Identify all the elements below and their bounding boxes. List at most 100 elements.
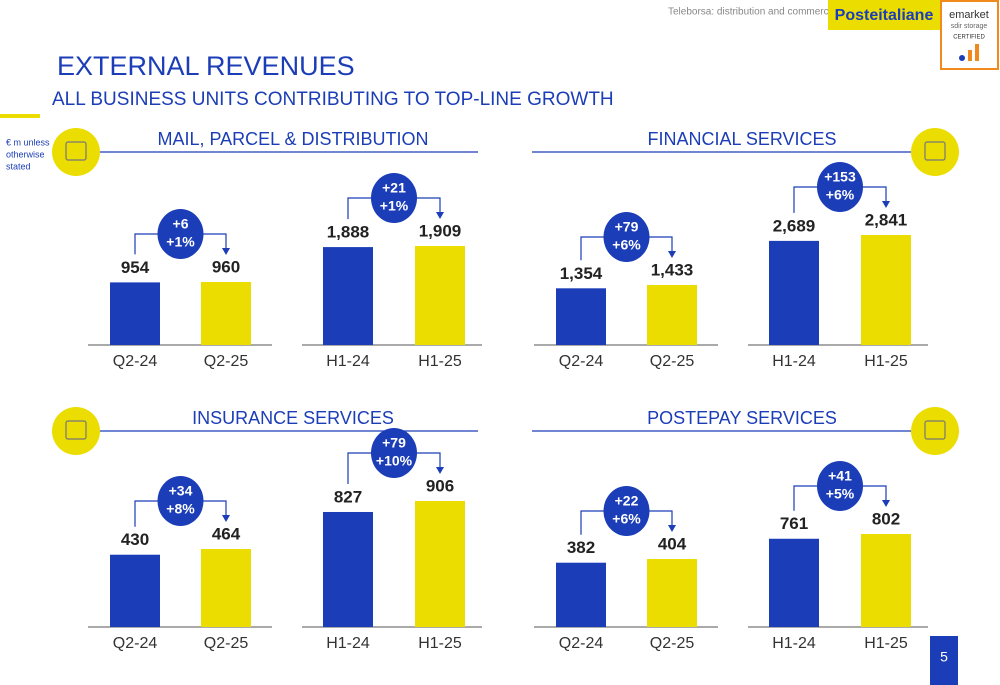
delta-bubble bbox=[817, 162, 863, 212]
section-icon-glyph bbox=[924, 141, 946, 161]
delta-pct: +6% bbox=[612, 237, 641, 253]
bar bbox=[861, 235, 911, 345]
section-icon-glyph bbox=[65, 141, 87, 161]
section-title: INSURANCE SERVICES bbox=[192, 408, 394, 428]
delta-pct: +1% bbox=[380, 198, 409, 214]
x-tick-label: H1-24 bbox=[772, 635, 816, 652]
delta-pct: +1% bbox=[166, 234, 195, 250]
delta-abs: +79 bbox=[382, 435, 406, 451]
value-label: 954 bbox=[121, 258, 150, 277]
arrow-head bbox=[882, 201, 890, 208]
bar bbox=[415, 246, 465, 345]
delta-bubble bbox=[603, 212, 650, 262]
delta-abs: +153 bbox=[824, 169, 856, 185]
delta-abs: +6 bbox=[173, 216, 189, 232]
x-tick-label: H1-24 bbox=[326, 353, 370, 370]
logo: Posteitaliane bbox=[835, 7, 934, 24]
unit-note: € m unless bbox=[6, 137, 50, 147]
section-icon bbox=[52, 128, 100, 176]
bar bbox=[556, 562, 606, 627]
delta-bubble bbox=[603, 486, 650, 536]
x-tick-label: H1-24 bbox=[772, 353, 816, 370]
bar bbox=[769, 538, 819, 627]
bar bbox=[201, 549, 251, 627]
x-tick-label: Q2-24 bbox=[559, 635, 604, 652]
x-tick-label: H1-25 bbox=[864, 635, 908, 652]
section-title: MAIL, PARCEL & DISTRIBUTION bbox=[157, 129, 428, 149]
section-title: POSTEPAY SERVICES bbox=[647, 408, 837, 428]
delta-bubble bbox=[371, 173, 417, 223]
value-label: 2,689 bbox=[773, 216, 816, 235]
value-label: 430 bbox=[121, 530, 149, 549]
badge-text: sdir storage bbox=[951, 23, 988, 30]
badge-bar bbox=[975, 44, 979, 61]
delta-pct: +10% bbox=[376, 453, 413, 469]
section-icon bbox=[911, 407, 959, 455]
bar bbox=[323, 511, 373, 627]
bar bbox=[769, 240, 819, 345]
x-tick-label: Q2-24 bbox=[113, 353, 158, 370]
section-title: FINANCIAL SERVICES bbox=[647, 129, 836, 149]
value-label: 464 bbox=[212, 524, 241, 543]
delta-abs: +21 bbox=[382, 180, 406, 196]
x-tick-label: H1-24 bbox=[326, 635, 370, 652]
bar bbox=[556, 288, 606, 345]
value-label: 382 bbox=[567, 538, 595, 557]
x-tick-label: Q2-25 bbox=[650, 635, 695, 652]
x-tick-label: Q2-25 bbox=[650, 353, 695, 370]
title: EXTERNAL REVENUES bbox=[57, 51, 355, 81]
delta-bubble bbox=[371, 428, 417, 478]
delta-bubble bbox=[157, 209, 204, 259]
section-icon-glyph bbox=[924, 420, 946, 440]
delta-pct: +6% bbox=[826, 187, 855, 203]
page-box bbox=[930, 636, 958, 685]
unit-note: stated bbox=[6, 161, 31, 171]
bar bbox=[201, 282, 251, 345]
x-tick-label: Q2-24 bbox=[113, 635, 158, 652]
value-label: 1,909 bbox=[419, 221, 462, 240]
value-label: 827 bbox=[334, 487, 362, 506]
x-tick-label: H1-25 bbox=[418, 635, 462, 652]
bar bbox=[647, 285, 697, 345]
page-number: 5 bbox=[940, 649, 948, 665]
value-label: 2,841 bbox=[865, 210, 908, 229]
arrow-head bbox=[436, 212, 444, 219]
delta-bubble bbox=[157, 476, 204, 526]
arrow-head bbox=[668, 525, 676, 532]
watermark: Teleborsa: distribution and commercial u… bbox=[668, 7, 935, 18]
delta-abs: +34 bbox=[169, 483, 193, 499]
logo-box bbox=[828, 0, 940, 30]
section-icon-glyph bbox=[65, 420, 87, 440]
unit-note: otherwise bbox=[6, 149, 45, 159]
value-label: 1,354 bbox=[560, 264, 603, 283]
bar bbox=[415, 501, 465, 627]
x-tick-label: Q2-25 bbox=[204, 353, 249, 370]
delta-abs: +79 bbox=[615, 219, 639, 235]
value-label: 960 bbox=[212, 257, 240, 276]
x-tick-label: H1-25 bbox=[418, 353, 462, 370]
bar bbox=[861, 534, 911, 627]
x-tick-label: Q2-24 bbox=[559, 353, 604, 370]
badge-text: CERTIFIED bbox=[953, 35, 985, 41]
value-label: 404 bbox=[658, 534, 687, 553]
delta-bubble bbox=[817, 461, 863, 511]
arrow-head bbox=[222, 515, 230, 522]
value-label: 906 bbox=[426, 476, 454, 495]
value-label: 1,433 bbox=[651, 260, 694, 279]
delta-pct: +8% bbox=[166, 501, 195, 517]
arrow-head bbox=[436, 467, 444, 474]
value-label: 802 bbox=[872, 509, 900, 528]
arrow-head bbox=[668, 251, 676, 258]
bar bbox=[647, 559, 697, 627]
delta-pct: +6% bbox=[612, 511, 641, 527]
bar bbox=[110, 554, 160, 627]
x-tick-label: Q2-25 bbox=[204, 635, 249, 652]
delta-abs: +41 bbox=[828, 468, 852, 484]
bar bbox=[110, 282, 160, 345]
value-label: 761 bbox=[780, 514, 808, 533]
section-icon bbox=[911, 128, 959, 176]
arrow-head bbox=[882, 500, 890, 507]
x-tick-label: H1-25 bbox=[864, 353, 908, 370]
